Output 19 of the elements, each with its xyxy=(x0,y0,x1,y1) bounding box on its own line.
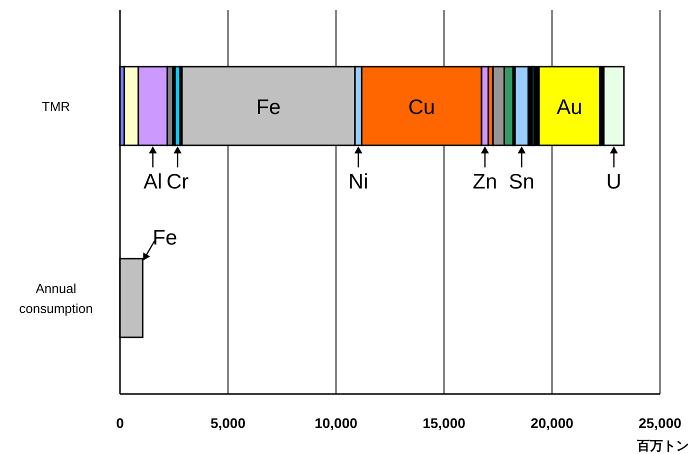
x-tick-label: 15,000 xyxy=(422,415,466,431)
text: Fe xyxy=(256,96,281,119)
x-tick-label: 0 xyxy=(116,415,124,431)
x-tick-label: 25,000 xyxy=(638,415,682,431)
y-tick-label: Annual consumption xyxy=(19,281,93,316)
legend-label: Sn xyxy=(508,170,534,194)
legend-label: Cr xyxy=(166,170,189,194)
legend-label: Ni xyxy=(348,170,368,194)
legend-label: U xyxy=(606,170,622,194)
series-label: Au xyxy=(556,96,582,119)
x-tick-label: 10,000 xyxy=(314,415,358,431)
x-axis-title: 百万トン xyxy=(636,438,689,453)
x-tick-label: 20,000 xyxy=(530,415,574,431)
legend-label: Al xyxy=(143,170,162,194)
x-tick-label: 5,000 xyxy=(210,415,246,431)
legend-label: Zn xyxy=(472,170,498,194)
series-label: Cu xyxy=(408,96,436,119)
y-tick-label: TMR xyxy=(42,99,70,114)
series-label: Fe xyxy=(152,226,178,250)
